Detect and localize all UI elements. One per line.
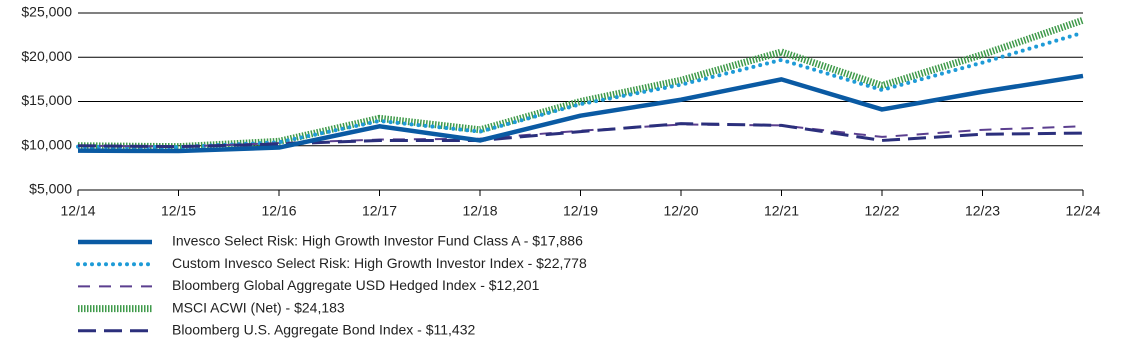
x-tick-label: 12/20: [663, 203, 698, 219]
legend-label: Invesco Select Risk: High Growth Investo…: [172, 233, 583, 249]
series-line: [77, 122, 1084, 149]
y-tick-label: $20,000: [21, 48, 72, 64]
y-tick-label: $15,000: [21, 92, 72, 108]
x-tick-label: 12/24: [1065, 203, 1100, 219]
y-tick-label: $25,000: [21, 4, 72, 20]
x-tick-label: 12/14: [60, 203, 95, 219]
series-line: [77, 73, 1084, 154]
x-tick-label: 12/23: [965, 203, 1000, 219]
y-tick-label: $5,000: [29, 181, 72, 197]
series-line: [77, 16, 1085, 151]
x-tick-label: 12/17: [362, 203, 397, 219]
legend-label: MSCI ACWI (Net) - $24,183: [172, 299, 345, 315]
x-tick-label: 12/18: [462, 203, 497, 219]
legend-label: Bloomberg Global Aggregate USD Hedged In…: [172, 277, 540, 293]
y-tick-label: $10,000: [21, 136, 72, 152]
x-tick-label: 12/19: [563, 203, 598, 219]
x-tick-label: 12/22: [864, 203, 899, 219]
legend-label: Custom Invesco Select Risk: High Growth …: [172, 255, 587, 271]
series-line: [76, 30, 1085, 150]
x-tick-label: 12/21: [764, 203, 799, 219]
legend-label: Bloomberg U.S. Aggregate Bond Index - $1…: [172, 322, 475, 338]
x-tick-label: 12/16: [261, 203, 296, 219]
x-tick-label: 12/15: [161, 203, 196, 219]
